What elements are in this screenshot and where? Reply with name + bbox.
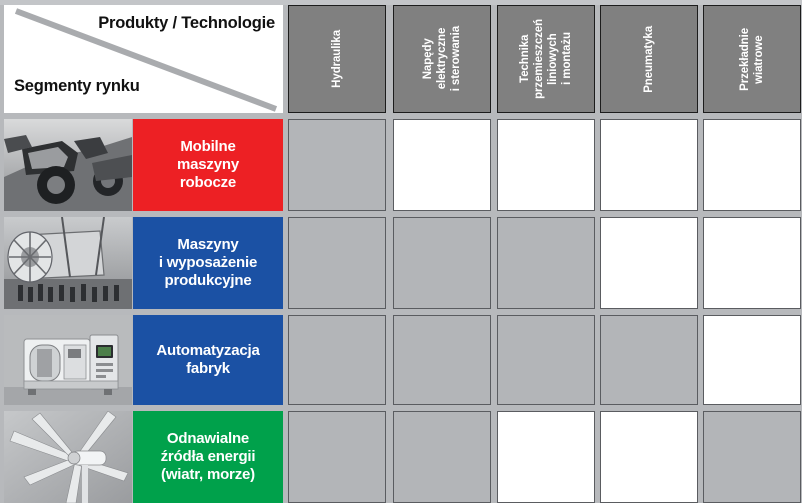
column-header-napedy-elektryczne-i-sterowania[interactable]: Napędy elektryczne i sterowania bbox=[393, 5, 491, 113]
matrix-cell-r3c1[interactable] bbox=[288, 315, 386, 405]
columns-axis-label: Produkty / Technologie bbox=[98, 14, 275, 32]
cnc-machining-center-icon bbox=[4, 315, 132, 405]
matrix-cell-r4c4[interactable] bbox=[600, 411, 698, 503]
row-photo-cnc-machining-center bbox=[4, 315, 132, 405]
row-label-text: Automatyzacja fabryk bbox=[156, 341, 260, 377]
wheel-loader-icon bbox=[4, 119, 132, 211]
column-header-pneumatyka[interactable]: Pneumatyka bbox=[600, 5, 698, 113]
matrix-cell-r3c3[interactable] bbox=[497, 315, 595, 405]
row-label-automatyzacja-fabryk[interactable]: Automatyzacja fabryk bbox=[133, 315, 283, 405]
row-label-text: Maszyny i wyposażenie produkcyjne bbox=[158, 235, 258, 290]
row-label-text: Odnawialne źródła energii (wiatr, morze) bbox=[160, 429, 256, 484]
row-photo-tunnel-boring-machine bbox=[4, 217, 132, 309]
matrix-cell-r2c2[interactable] bbox=[393, 217, 491, 309]
column-header-label: Pneumatyka bbox=[642, 25, 655, 93]
row-label-text: Mobilne maszyny robocze bbox=[177, 137, 239, 192]
column-header-label: Przekładnie wiatrowe bbox=[738, 27, 765, 91]
wind-turbine-icon bbox=[4, 411, 132, 503]
matrix-corner-header: Produkty / Technologie Segmenty rynku bbox=[4, 5, 283, 113]
matrix-cell-r4c5[interactable] bbox=[703, 411, 801, 503]
matrix-cell-r2c5[interactable] bbox=[703, 217, 801, 309]
matrix-cell-r4c1[interactable] bbox=[288, 411, 386, 503]
column-header-label: Napędy elektryczne i sterowania bbox=[421, 26, 462, 92]
matrix-cell-r1c3[interactable] bbox=[497, 119, 595, 211]
row-photo-wind-turbine bbox=[4, 411, 132, 503]
column-header-hydraulika[interactable]: Hydraulika bbox=[288, 5, 386, 113]
matrix-cell-r4c2[interactable] bbox=[393, 411, 491, 503]
top-border-strip bbox=[0, 0, 802, 5]
matrix-cell-r2c1[interactable] bbox=[288, 217, 386, 309]
row-photo-wheel-loader bbox=[4, 119, 132, 211]
matrix-cell-r2c4[interactable] bbox=[600, 217, 698, 309]
row-label-mobilne-maszyny-robocze[interactable]: Mobilne maszyny robocze bbox=[133, 119, 283, 211]
diagonal-divider-line bbox=[14, 8, 278, 112]
column-header-przekladnie-wiatrowe[interactable]: Przekładnie wiatrowe bbox=[703, 5, 801, 113]
rows-axis-label: Segmenty rynku bbox=[14, 77, 140, 95]
matrix-cell-r1c4[interactable] bbox=[600, 119, 698, 211]
matrix-cell-r3c5[interactable] bbox=[703, 315, 801, 405]
row-label-odnawialne-zrodla-energii[interactable]: Odnawialne źródła energii (wiatr, morze) bbox=[133, 411, 283, 503]
matrix-cell-r4c3[interactable] bbox=[497, 411, 595, 503]
row-label-maszyny-i-wyposazenie-produkcyjne[interactable]: Maszyny i wyposażenie produkcyjne bbox=[133, 217, 283, 309]
matrix-cell-r3c4[interactable] bbox=[600, 315, 698, 405]
column-header-label: Technika przemieszczeń liniowych i monta… bbox=[518, 19, 574, 99]
matrix-cell-r1c5[interactable] bbox=[703, 119, 801, 211]
tunnel-boring-machine-icon bbox=[4, 217, 132, 309]
column-header-label: Hydraulika bbox=[330, 30, 343, 88]
matrix-cell-r1c1[interactable] bbox=[288, 119, 386, 211]
matrix-cell-r3c2[interactable] bbox=[393, 315, 491, 405]
matrix-cell-r1c2[interactable] bbox=[393, 119, 491, 211]
matrix-cell-r2c3[interactable] bbox=[497, 217, 595, 309]
column-header-technika-przemieszczen-liniowych-i-montazu[interactable]: Technika przemieszczeń liniowych i monta… bbox=[497, 5, 595, 113]
